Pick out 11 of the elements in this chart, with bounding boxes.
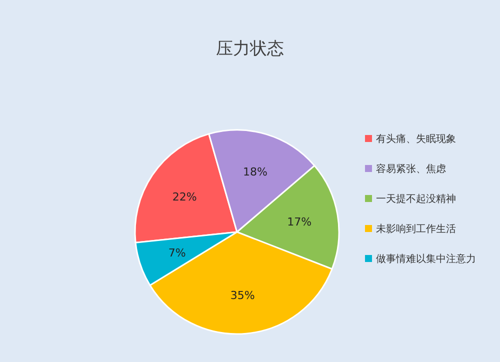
legend-label: 一天提不起没精神	[376, 193, 456, 205]
data-label: 35%	[230, 288, 255, 302]
data-label: 17%	[287, 215, 312, 228]
data-label: 22%	[172, 190, 197, 204]
chart-title: 压力状态	[216, 39, 284, 59]
legend-label: 有头痛、失眠现象	[376, 133, 456, 145]
data-label: 7%	[168, 246, 186, 260]
legend-label: 未影响到工作生活	[376, 223, 456, 235]
legend-label: 做事情难以集中注意力	[376, 253, 476, 265]
legend-label: 容易紧张、焦虑	[376, 163, 446, 175]
data-label: 18%	[242, 165, 268, 178]
